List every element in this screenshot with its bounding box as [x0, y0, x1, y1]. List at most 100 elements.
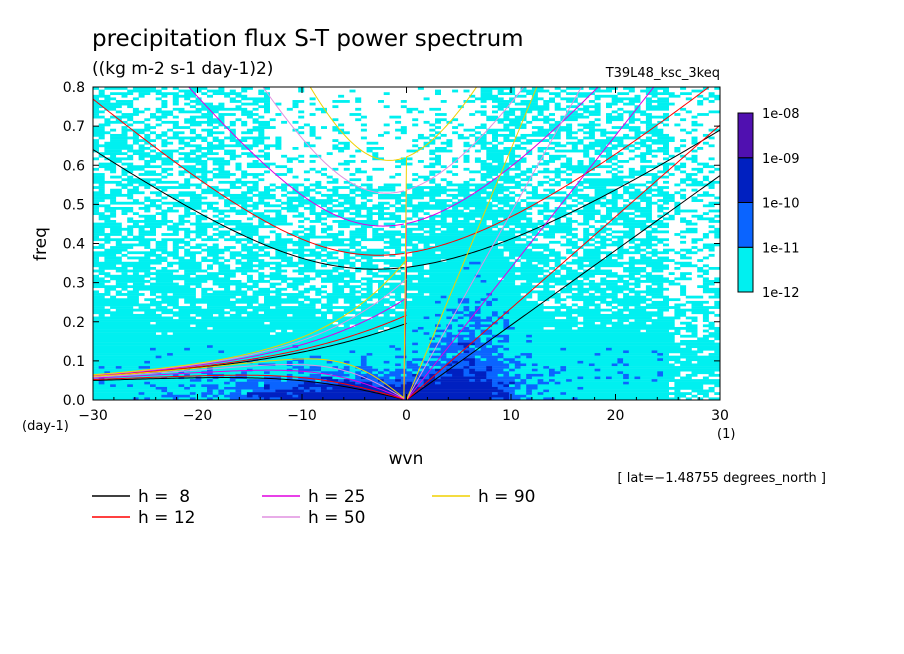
heatmap-cell [264, 243, 288, 247]
heatmap-cell [167, 261, 202, 265]
heatmap-cell [235, 118, 242, 122]
heatmap-cell [355, 193, 373, 197]
heatmap-cell [292, 186, 299, 189]
heatmap-cell [514, 173, 527, 176]
heatmap-cell [549, 178, 555, 182]
heatmap-cell [588, 141, 612, 145]
heatmap-cell [526, 389, 533, 393]
heatmap-cell [218, 389, 225, 393]
heatmap-cell [224, 152, 236, 156]
heatmap-cell [531, 115, 538, 119]
heatmap-cell [144, 186, 151, 189]
heatmap-cell [702, 394, 709, 398]
heatmap-cell [349, 89, 356, 93]
heatmap-cell [343, 371, 356, 375]
heatmap-cell [389, 214, 402, 218]
heatmap-cell [417, 201, 430, 205]
heatmap-cell [480, 355, 504, 359]
heatmap-cell [110, 133, 128, 137]
heatmap-cell [195, 243, 208, 247]
heatmap-cell [566, 308, 612, 312]
heatmap-cell [651, 154, 658, 158]
heatmap-cell [138, 306, 151, 309]
heatmap-cell [275, 165, 288, 169]
heatmap-cell [395, 379, 402, 382]
heatmap-cell [338, 321, 476, 325]
heatmap-cell [332, 366, 339, 369]
heatmap-cell [212, 214, 219, 218]
heatmap-cell [195, 274, 219, 278]
heatmap-cell [628, 246, 641, 249]
heatmap-cell [155, 269, 179, 273]
heatmap-cell [549, 191, 567, 195]
heatmap-cell [326, 261, 356, 265]
heatmap-cell [651, 321, 675, 325]
heatmap-cell [606, 160, 612, 163]
heatmap-cell [132, 152, 151, 156]
heatmap-cell [503, 345, 681, 349]
heatmap-cell [417, 326, 424, 330]
heatmap-cell [321, 277, 345, 281]
heatmap-cell [594, 376, 601, 380]
heatmap-cell [440, 165, 447, 169]
heatmap-cell [531, 340, 675, 343]
heatmap-cell [537, 209, 567, 213]
heatmap-cell [144, 136, 151, 140]
heatmap-cell [349, 204, 367, 208]
heatmap-cell [155, 180, 179, 184]
heatmap-cell [509, 89, 516, 93]
heatmap-cell [218, 384, 236, 388]
heatmap-cell [360, 201, 367, 205]
heatmap-cell [480, 146, 498, 150]
heatmap-cell [383, 384, 396, 388]
heatmap-cell [486, 337, 493, 341]
heatmap-cell [138, 214, 156, 218]
heatmap-cell [531, 355, 720, 359]
heatmap-cell [303, 188, 316, 192]
heatmap-cell [457, 340, 481, 343]
heatmap-cell [623, 376, 630, 380]
heatmap-cell [509, 337, 675, 341]
heatmap-cell [440, 342, 447, 346]
heatmap-cell [258, 240, 265, 244]
heatmap-cell [566, 167, 595, 171]
heatmap-cell [218, 266, 231, 270]
heatmap-cell [246, 165, 270, 169]
heatmap-cell [298, 376, 322, 380]
heatmap-cell [503, 360, 510, 364]
heatmap-cell [549, 227, 578, 231]
heatmap-cell [93, 360, 145, 364]
heatmap-cell [172, 397, 179, 400]
heatmap-cell [435, 136, 441, 140]
heatmap-cell [520, 360, 578, 364]
heatmap-cell [201, 113, 213, 116]
heatmap-cell [611, 97, 641, 101]
heatmap-cell [212, 368, 248, 372]
heatmap-cell [218, 386, 225, 390]
heatmap-cell [264, 146, 270, 150]
dispersion-curve [406, 175, 720, 400]
heatmap-cell [520, 376, 527, 380]
heatmap-cell [246, 240, 253, 244]
heatmap-cell [617, 214, 630, 218]
heatmap-cell [298, 87, 305, 90]
heatmap-cell [440, 324, 447, 328]
heatmap-cell [429, 350, 459, 354]
heatmap-cell [691, 240, 698, 244]
heatmap-cell [366, 360, 384, 364]
heatmap-cell [378, 300, 396, 304]
heatmap-cell [286, 107, 293, 111]
heatmap-cell [315, 107, 327, 111]
heatmap-cell [674, 266, 681, 270]
heatmap-cell [537, 180, 550, 184]
heatmap-cell [588, 261, 664, 265]
heatmap-cell [452, 332, 470, 335]
heatmap-cell [389, 326, 419, 330]
heatmap-cell [577, 238, 595, 242]
heatmap-cell [497, 298, 527, 302]
heatmap-cell [258, 238, 265, 242]
heatmap-cell [264, 381, 305, 385]
heatmap-cell [651, 266, 669, 270]
heatmap-cell [144, 107, 151, 111]
heatmap-cell [611, 306, 618, 309]
